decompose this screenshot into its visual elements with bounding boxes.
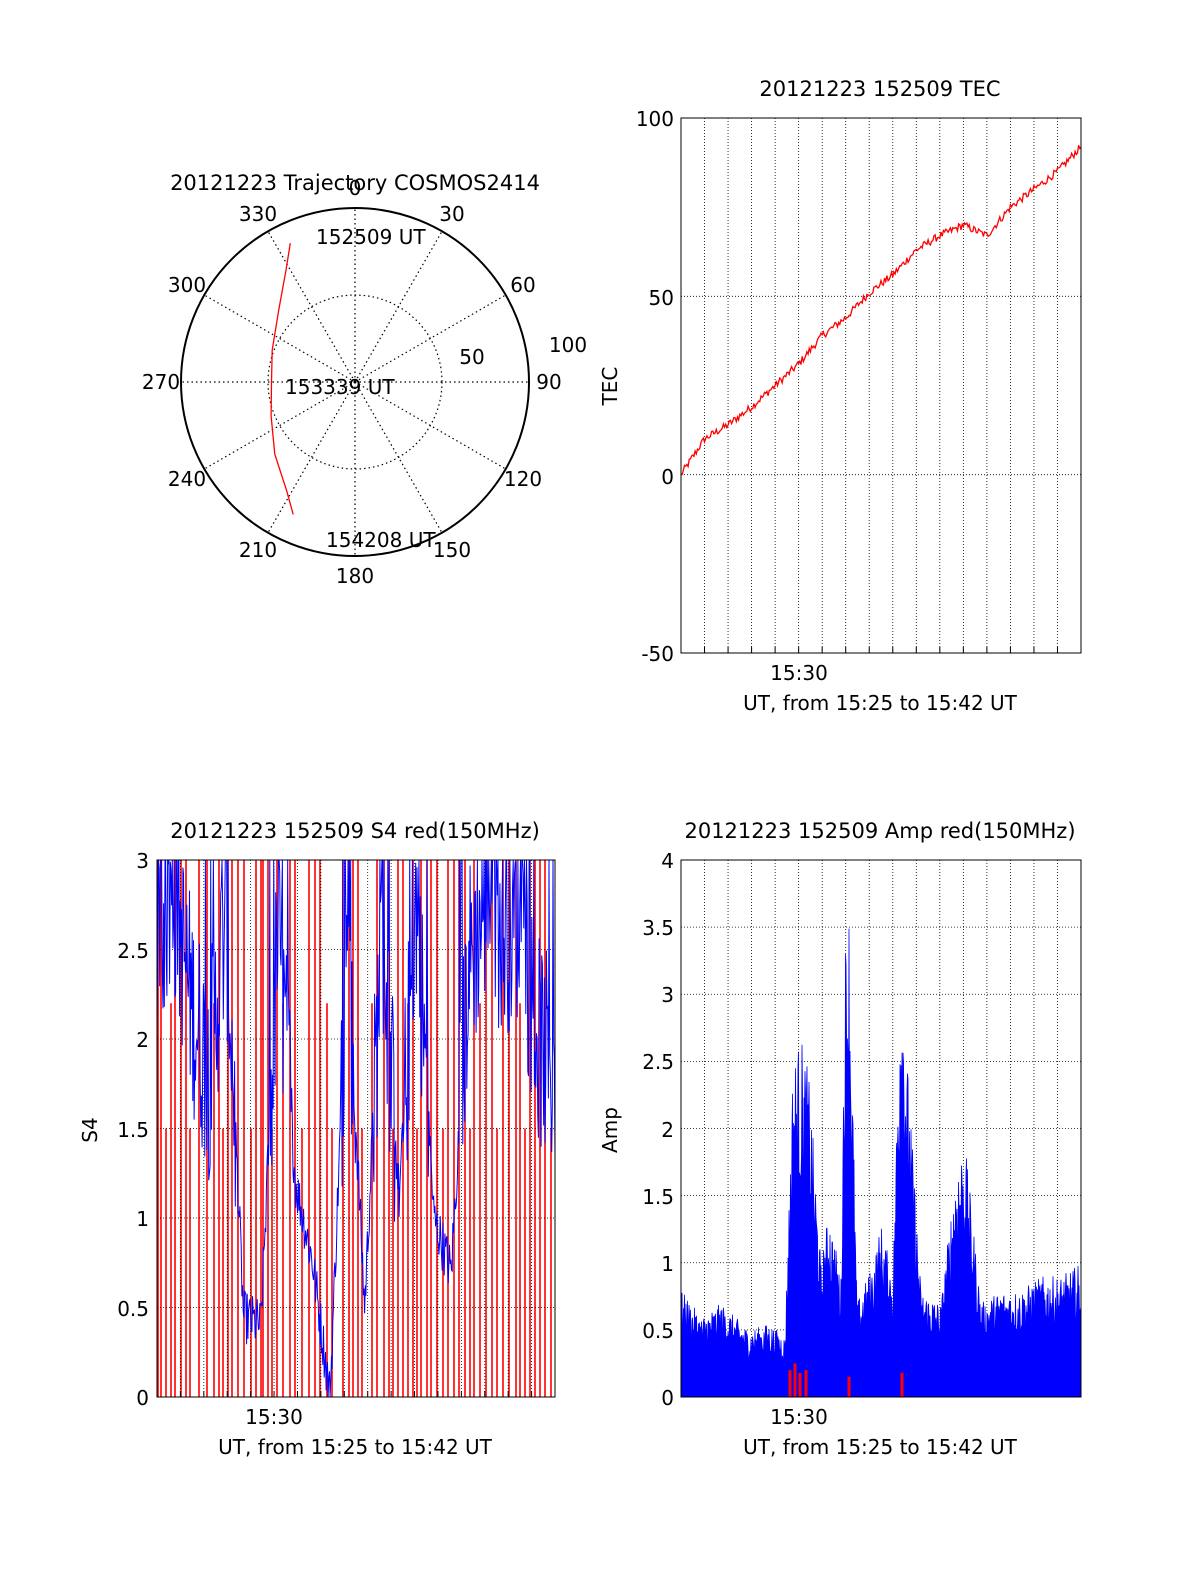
trajectory-start-label: 152509 UT [316, 225, 426, 249]
s4-plot-frame [156, 859, 556, 1398]
polar-azimuth-label-270: 270 [142, 370, 180, 394]
s4-ytick-0: 0 [136, 1386, 149, 1410]
amp-ytick-4: 4 [661, 849, 674, 873]
polar-title: 20121223 Trajectory COSMOS2414 [170, 171, 540, 195]
s4-ytick-1: 1 [136, 1207, 149, 1231]
s4-xtick-1530: 15:30 [245, 1405, 303, 1429]
amp-ytick-0-5: 0.5 [642, 1319, 674, 1343]
s4-ylabel: S4 [78, 1117, 102, 1142]
tec-ytick-100: 100 [636, 107, 674, 131]
amp-title: 20121223 152509 Amp red(150MHz) [684, 819, 1075, 843]
tec-grid [681, 118, 1081, 653]
polar-azimuth-label-60: 60 [510, 273, 535, 297]
amp-plot-frame [680, 859, 1082, 1398]
polar-trajectory-line [270, 243, 294, 515]
tec-ytick-0: 0 [661, 465, 674, 489]
s4-grid [157, 860, 555, 1397]
s4-ytick-1-5: 1.5 [117, 1118, 149, 1142]
polar-azimuth-label-120: 120 [504, 467, 542, 491]
s4-panel: 20121223 152509 S4 red(150MHz) 3 2.5 2 1… [78, 819, 556, 1459]
polar-azimuth-label-210: 210 [239, 538, 277, 562]
polar-panel: 20121223 Trajectory COSMOS2414 0 30 60 90 12… [142, 171, 587, 588]
polar-outer-ring [180, 207, 530, 557]
polar-grid [181, 208, 529, 556]
tec-xlabel: UT, from 15:25 to 15:42 UT [743, 691, 1018, 715]
s4-xlabel: UT, from 15:25 to 15:42 UT [218, 1435, 493, 1459]
s4-ytick-0-5: 0.5 [117, 1297, 149, 1321]
s4-ytick-2-5: 2.5 [117, 939, 149, 963]
polar-spoke-150 [354, 381, 443, 533]
amp-ytick-1-5: 1.5 [642, 1185, 674, 1209]
polar-spoke-60 [354, 294, 506, 383]
trajectory-end-label: 154208 UT [326, 528, 436, 552]
amp-ytick-3-5: 3.5 [642, 916, 674, 940]
polar-azimuth-label-240: 240 [168, 467, 206, 491]
polar-spoke-240 [204, 381, 356, 470]
s4-title: 20121223 152509 S4 red(150MHz) [170, 819, 540, 843]
tec-plot-frame [680, 117, 1082, 654]
polar-azimuth-label-330: 330 [239, 202, 277, 226]
amp-ytick-2-5: 2.5 [642, 1050, 674, 1074]
amp-blue-series [680, 928, 1082, 1398]
polar-azimuth-label-90: 90 [536, 370, 561, 394]
s4-ytick-2: 2 [136, 1028, 149, 1052]
polar-spoke-120 [354, 381, 506, 470]
amp-ytick-3: 3 [661, 983, 674, 1007]
amp-xlabel: UT, from 15:25 to 15:42 UT [743, 1435, 1018, 1459]
tec-panel: 20121223 152509 TEC 100 50 0 -50 15:30 U… [598, 77, 1082, 715]
tec-ytick-50: 50 [649, 286, 674, 310]
polar-spoke-210 [267, 381, 356, 533]
tec-title: 20121223 152509 TEC [759, 77, 1000, 101]
amp-ytick-1: 1 [661, 1252, 674, 1276]
amp-red-series [788, 1363, 904, 1397]
polar-azimuth-labels: 0 30 60 90 120 150 180 210 240 270 300 330 [142, 176, 562, 588]
polar-radial-tick-50: 50 [459, 345, 484, 369]
tec-series-line [680, 144, 1082, 476]
polar-azimuth-label-30: 30 [439, 202, 464, 226]
amp-ytick-2: 2 [661, 1118, 674, 1142]
polar-spoke-330 [267, 231, 356, 383]
polar-azimuth-label-150: 150 [433, 538, 471, 562]
tec-ytick-neg50: -50 [641, 642, 674, 666]
trajectory-mid-label: 153339 UT [285, 375, 395, 399]
tec-ylabel: TEC [598, 367, 622, 407]
polar-radial-tick-100: 100 [549, 333, 587, 357]
polar-spoke-300 [204, 294, 356, 383]
polar-azimuth-label-180: 180 [336, 564, 374, 588]
polar-azimuth-label-0: 0 [349, 176, 362, 200]
amp-panel: 20121223 152509 Amp red(150MHz) 4 3.5 3 … [598, 819, 1082, 1459]
s4-ytick-3: 3 [136, 849, 149, 873]
amp-ylabel: Amp [598, 1107, 622, 1153]
polar-azimuth-label-300: 300 [168, 273, 206, 297]
amp-xtick-1530: 15:30 [770, 1405, 828, 1429]
polar-spoke-30 [354, 231, 443, 383]
tec-xtick-1530: 15:30 [770, 661, 828, 685]
amp-ytick-0: 0 [661, 1386, 674, 1410]
